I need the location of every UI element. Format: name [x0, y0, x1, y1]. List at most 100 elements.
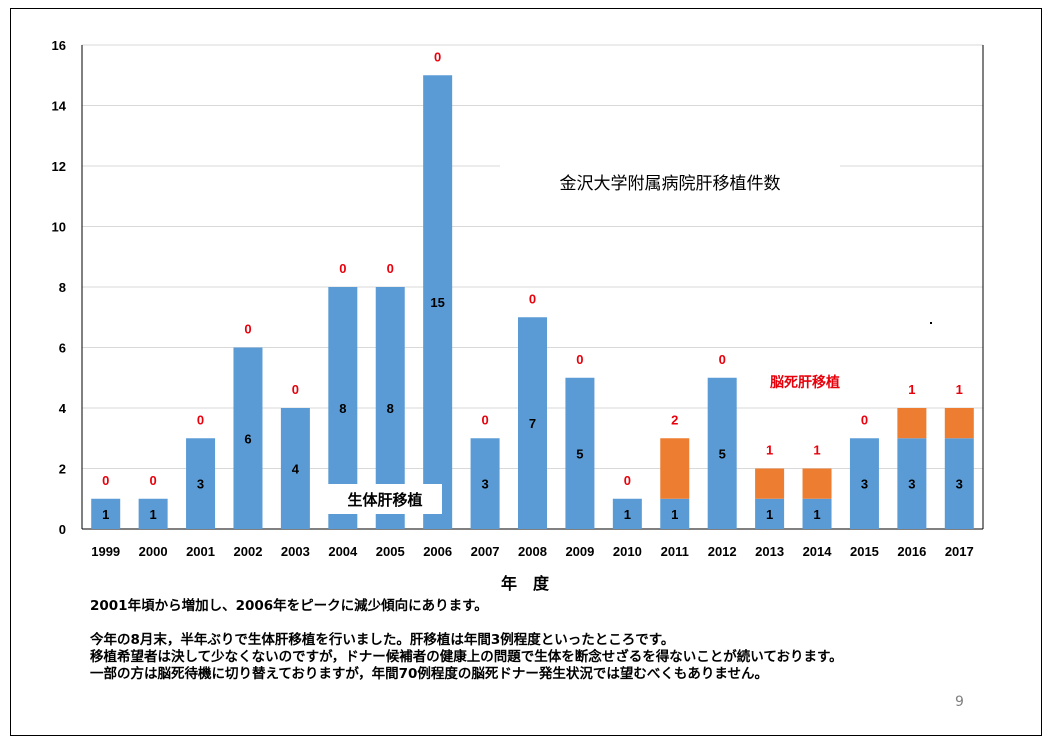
bar-living	[707, 377, 737, 529]
bar-deceased	[897, 408, 927, 439]
value-label-living: 3	[956, 477, 963, 492]
x-tick-label: 2010	[613, 544, 642, 559]
x-tick-label: 2004	[328, 544, 358, 559]
bars	[91, 75, 974, 529]
value-label-living: 3	[861, 477, 868, 492]
value-label-living: 15	[430, 295, 444, 310]
bar-living	[755, 498, 785, 529]
y-tick-label: 16	[52, 38, 66, 53]
value-label-deceased: 0	[150, 473, 157, 488]
note-line-1: 2001年頃から増加し、2006年をピークに減少傾向にあります。	[90, 598, 488, 614]
value-label-living: 1	[671, 507, 678, 522]
x-tick-label: 2007	[471, 544, 500, 559]
value-label-living: 3	[908, 477, 915, 492]
y-tick-label: 4	[59, 401, 67, 416]
bar-living	[518, 317, 547, 529]
bar-living	[944, 438, 974, 529]
x-tick-labels: 1999 2000 2001 2002 2003 2004 2005 2006 2007 2008…	[91, 544, 974, 559]
chart-title: 金沢大学附属病院肝移植件数	[500, 164, 840, 198]
bar-living	[138, 498, 168, 529]
y-tick-label: 0	[59, 522, 66, 537]
x-tick-label: 2017	[945, 544, 974, 559]
bar-deceased	[755, 468, 785, 499]
bar-living	[897, 438, 927, 529]
slide-frame	[10, 8, 1042, 736]
value-label-living: 6	[244, 431, 251, 446]
value-label-living: 1	[150, 507, 157, 522]
value-label-deceased: 0	[244, 322, 251, 337]
x-tick-label: 2001	[186, 544, 215, 559]
value-label-living: 3	[197, 477, 204, 492]
x-tick-label: 2003	[281, 544, 310, 559]
stray-dot	[930, 322, 932, 324]
y-tick-label: 8	[59, 280, 66, 295]
notes-text: 2001年頃から増加し、2006年をピークに減少傾向にあります。 今年の8月末，…	[90, 598, 843, 683]
bar-living	[470, 438, 500, 529]
value-label-living: 8	[387, 401, 394, 416]
y-tick-label: 2	[59, 462, 66, 477]
value-label-living: 1	[624, 507, 631, 522]
bar-living	[91, 498, 121, 529]
value-label-living: 5	[719, 446, 726, 461]
value-label-deceased: 1	[956, 382, 963, 397]
bar-living	[660, 498, 690, 529]
x-tick-label: 2006	[423, 544, 452, 559]
x-tick-label: 2016	[897, 544, 926, 559]
value-label-living: 1	[766, 507, 773, 522]
y-tick-label: 14	[52, 99, 67, 114]
bar-living	[280, 408, 310, 529]
y-tick-label: 6	[59, 341, 66, 356]
value-label-living: 3	[481, 477, 488, 492]
value-label-living: 1	[813, 507, 820, 522]
bar-living	[802, 498, 832, 529]
value-label-deceased: 0	[576, 352, 583, 367]
value-label-deceased: 0	[861, 412, 868, 427]
x-tick-label: 2009	[565, 544, 594, 559]
value-label-deceased: 0	[102, 473, 109, 488]
legend-deceased-label: 脳死肝移植	[770, 375, 840, 391]
x-tick-label: 2015	[850, 544, 879, 559]
note-line-2: 今年の8月末，半年ぶりで生体肝移植を行いました。肝移植は年間3例程度といったとこ…	[90, 632, 675, 648]
y-tick-label: 10	[52, 220, 66, 235]
value-label-deceased: 0	[387, 261, 394, 276]
page-number: 9	[955, 694, 964, 710]
x-tick-label: 2000	[139, 544, 168, 559]
bar-living	[233, 347, 263, 529]
bar-living	[423, 75, 453, 529]
value-label-living: 4	[292, 462, 300, 477]
y-tick-labels: 0 2 4 6 8 10 12 14 16	[52, 38, 67, 537]
bar-living	[612, 498, 642, 529]
x-tick-label: 2013	[755, 544, 784, 559]
x-tick-label: 2002	[234, 544, 263, 559]
value-label-deceased: 0	[624, 473, 631, 488]
legend-living-label: 生体肝移植	[328, 484, 442, 514]
bar-deceased	[660, 438, 690, 499]
bar-living	[849, 438, 879, 529]
value-label-deceased: 0	[434, 49, 441, 64]
value-label-deceased: 0	[719, 352, 726, 367]
x-tick-label: 2012	[708, 544, 737, 559]
x-tick-label: 1999	[91, 544, 120, 559]
value-label-living: 8	[339, 401, 346, 416]
value-label-deceased: 0	[339, 261, 346, 276]
x-tick-label: 2011	[661, 544, 689, 559]
value-label-deceased: 0	[292, 382, 299, 397]
x-tick-label: 2014	[803, 544, 833, 559]
bar-deceased	[802, 468, 832, 499]
value-label-deceased: 0	[529, 291, 536, 306]
bar-living	[186, 438, 216, 529]
value-label-deceased: 1	[813, 443, 820, 458]
x-tick-label: 2008	[518, 544, 547, 559]
value-label-deceased: 0	[197, 412, 204, 427]
y-tick-label: 12	[52, 159, 66, 174]
value-label-living: 1	[102, 507, 109, 522]
note-line-3: 移植希望者は決して少なくないのですが，ドナー候補者の健康上の問題で生体を断念せざ…	[90, 649, 843, 665]
note-line-4: 一部の方は脳死待機に切り替えておりますが，年間70例程度の脳死ドナー発生状況では…	[90, 666, 768, 682]
value-label-living: 5	[576, 446, 583, 461]
bar-living	[565, 377, 595, 529]
value-labels: 1 0 1 0 3 0 6 0 4 0 8 0 8 0 15 0 3 0 7 0 5 0 1 0 1 2 5 0 1 1 1 1 3 0 3 1 3 1	[102, 49, 963, 522]
note-gap	[90, 615, 843, 632]
x-axis-title: 年 度	[500, 574, 549, 593]
value-label-deceased: 0	[481, 412, 488, 427]
